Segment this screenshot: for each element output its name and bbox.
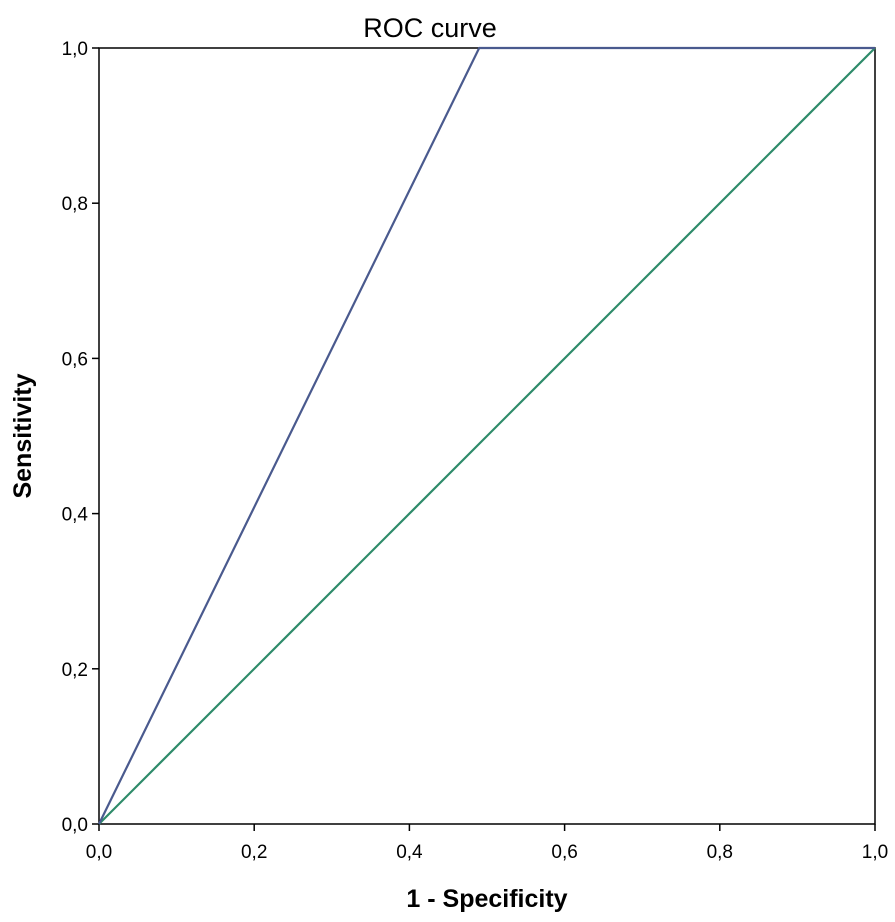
y-axis-ticks: 0,0 0,2 0,4 0,6 0,8 1,0	[62, 39, 99, 836]
y-tick-label: 0,2	[62, 660, 88, 681]
x-tick-label: 0,6	[551, 842, 577, 863]
series-line-reference-line	[98, 47, 876, 825]
series-layer	[98, 46, 876, 825]
y-tick-label: 0,4	[62, 505, 89, 526]
x-tick-label: 0,0	[86, 842, 112, 863]
y-tick-label: 1,0	[62, 39, 88, 60]
series-line-roc	[98, 46, 875, 825]
y-tick-label: 0,8	[62, 194, 88, 215]
y-tick-label: 0,6	[62, 349, 88, 370]
y-axis-label: Sensitivity	[9, 373, 37, 498]
x-tick-label: 0,4	[396, 842, 423, 863]
x-tick-label: 0,8	[707, 842, 733, 863]
chart-title: ROC curve	[363, 13, 497, 43]
y-tick-label: 0,0	[62, 815, 88, 836]
x-tick-label: 1,0	[862, 842, 888, 863]
x-tick-label: 0,2	[241, 842, 267, 863]
x-axis-label: 1 - Specificity	[406, 885, 567, 913]
x-axis-ticks: 0,0 0,2 0,4 0,6 0,8 1,0	[86, 824, 888, 863]
